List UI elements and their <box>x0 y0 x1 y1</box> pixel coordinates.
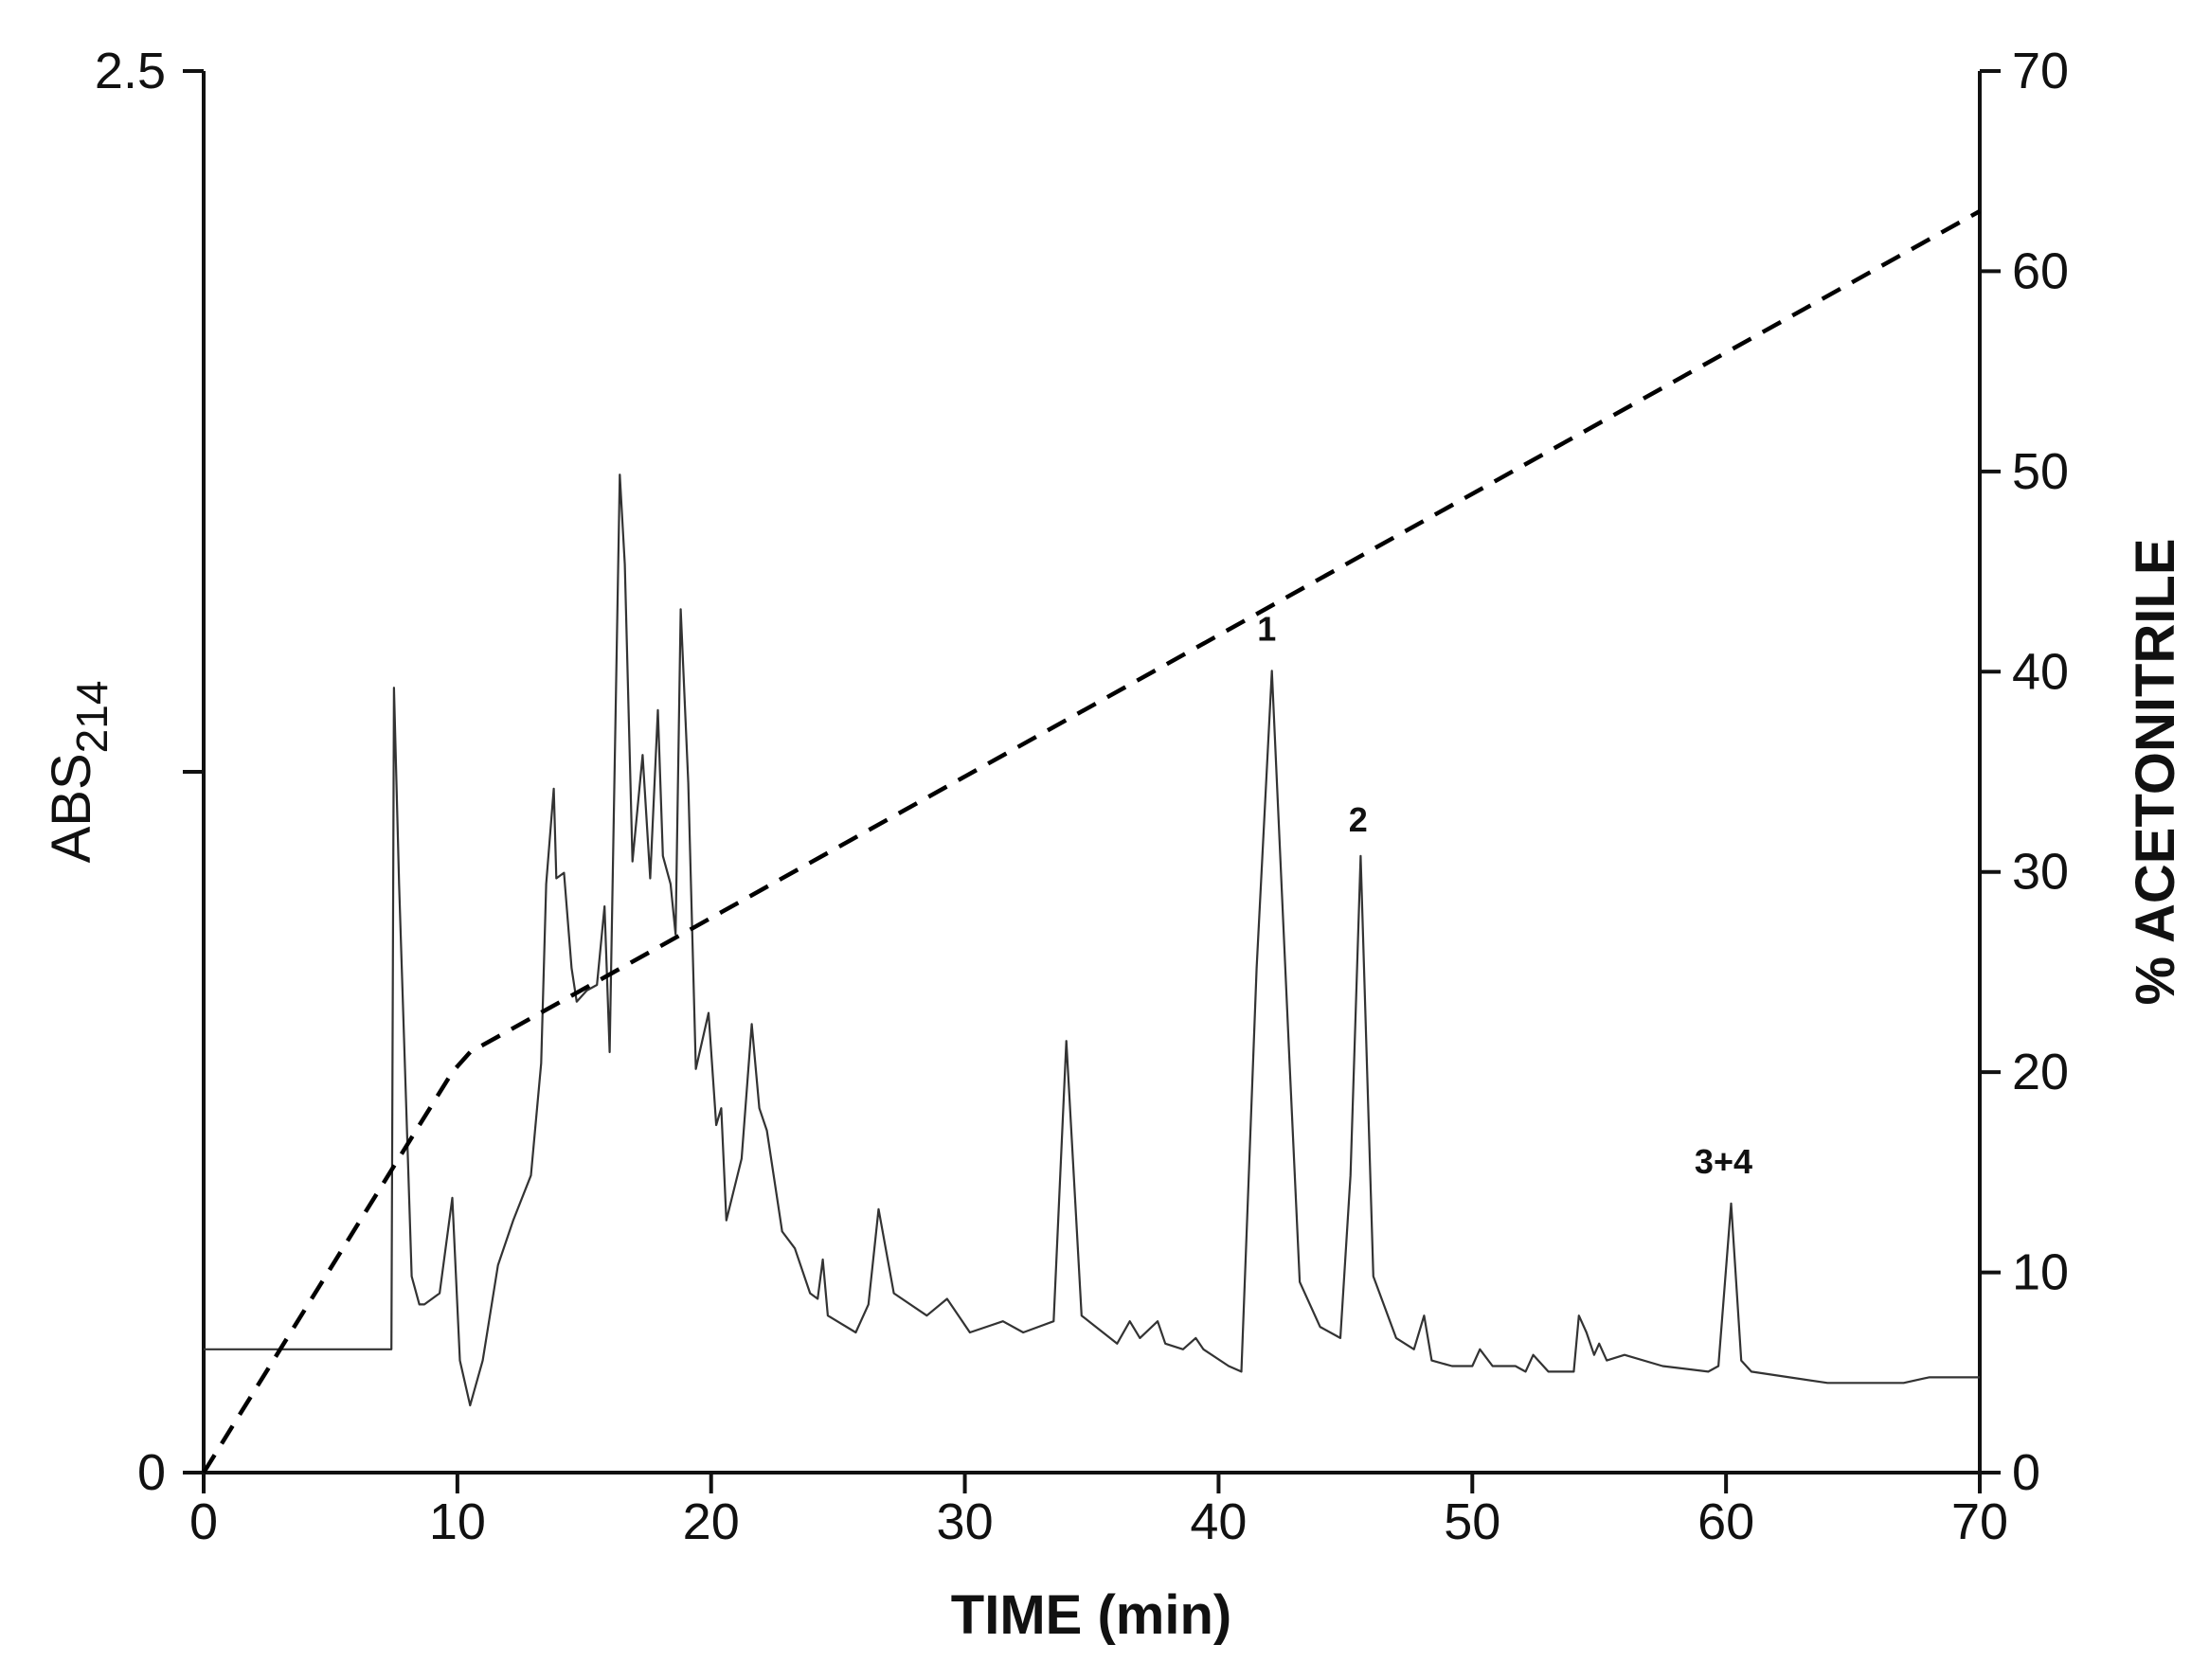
peak-label: 1 <box>1257 610 1276 649</box>
peak-label: 2 <box>1349 800 1368 839</box>
left-axis-title-subscript: 214 <box>67 681 117 754</box>
x-tick-label: 10 <box>429 1493 486 1550</box>
left-axis-title-main: ABS <box>41 753 102 863</box>
right-tick-label: 70 <box>2012 43 2069 99</box>
left-axis-ticks: 02.5 <box>95 43 204 1501</box>
x-tick-label: 0 <box>189 1493 218 1550</box>
right-tick-label: 30 <box>2012 844 2069 901</box>
peak-label: 3+4 <box>1695 1142 1752 1181</box>
x-tick-label: 50 <box>1444 1493 1500 1550</box>
x-tick-label: 70 <box>1951 1493 2008 1550</box>
x-tick-label: 60 <box>1697 1493 1754 1550</box>
right-axis-title: % ACETONITRILE <box>2125 538 2186 1005</box>
absorbance-trace <box>204 474 1980 1407</box>
right-tick-label: 0 <box>2012 1444 2040 1501</box>
left-tick-label: 0 <box>137 1444 166 1501</box>
right-tick-label: 50 <box>2012 443 2069 500</box>
acetonitrile-gradient-line <box>202 209 1982 1474</box>
right-tick-label: 60 <box>2012 242 2069 299</box>
left-axis-title: ABS214 <box>41 681 117 864</box>
left-tick-label: 2.5 <box>95 43 166 99</box>
right-tick-label: 10 <box>2012 1244 2069 1301</box>
x-tick-label: 30 <box>937 1493 994 1550</box>
x-axis-title: TIME (min) <box>951 1584 1231 1646</box>
right-tick-label: 20 <box>2012 1044 2069 1100</box>
peak-labels: 1 2 3+4 <box>1257 610 1752 1181</box>
x-tick-label: 40 <box>1190 1493 1247 1550</box>
x-axis-ticks: 0 10 20 30 40 50 60 70 <box>189 1473 2008 1550</box>
chart-axes <box>202 71 1982 1474</box>
x-tick-label: 20 <box>683 1493 740 1550</box>
right-tick-label: 40 <box>2012 643 2069 700</box>
right-axis-ticks: 0 10 20 30 40 50 60 70 <box>1980 43 2069 1501</box>
